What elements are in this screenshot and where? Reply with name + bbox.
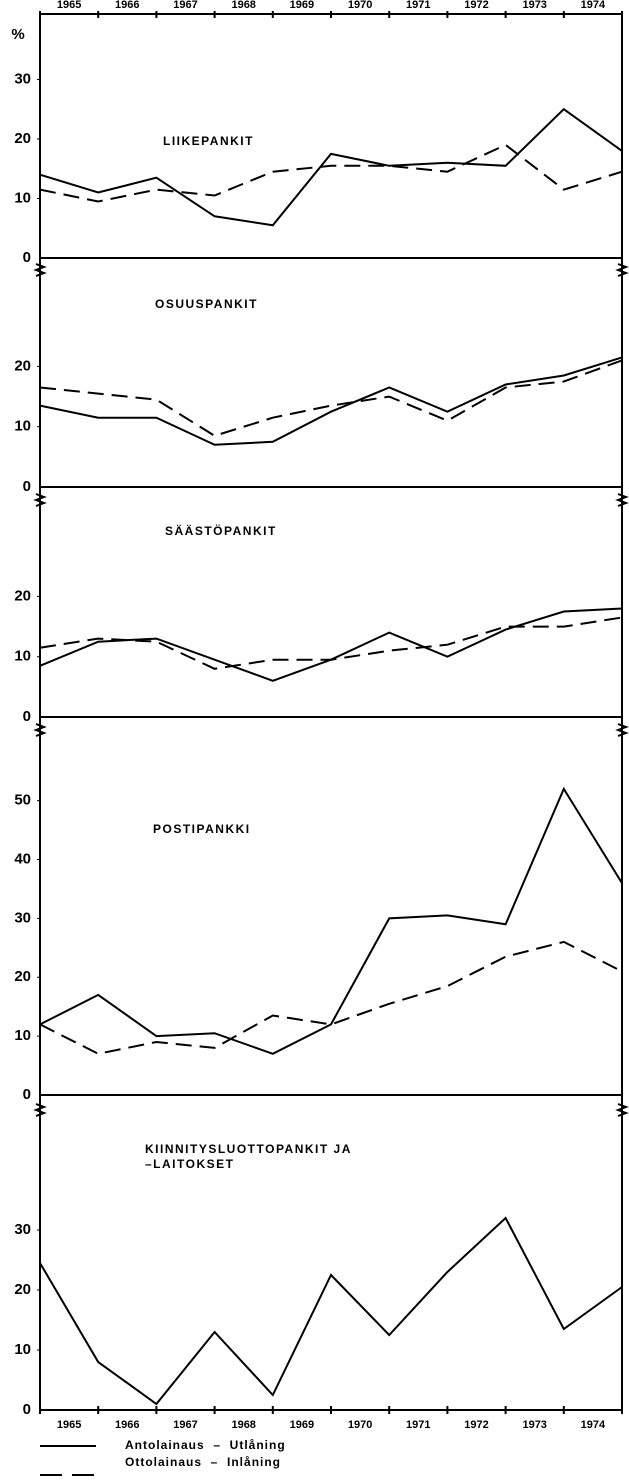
y-tick-label: 0 xyxy=(23,478,31,495)
year-label: 1971 xyxy=(406,1419,430,1431)
y-tick-label: 30 xyxy=(14,909,31,926)
y-tick-label: 20 xyxy=(14,357,31,374)
y-tick-label: 10 xyxy=(14,189,31,206)
y-tick-label: 10 xyxy=(14,1027,31,1044)
year-label: 1970 xyxy=(348,0,372,11)
year-label: 1965 xyxy=(57,1419,81,1431)
panel-title: POSTIPANKKI xyxy=(153,822,251,836)
line-series xyxy=(39,1216,623,1406)
year-label: 1973 xyxy=(522,0,546,11)
legend-label: Ottolainaus – Inlåning xyxy=(125,1455,281,1469)
line-series xyxy=(39,940,623,1055)
panel-title: KIINNITYSLUOTTOPANKIT JA xyxy=(145,1142,352,1156)
year-label: 1969 xyxy=(290,1419,314,1431)
y-tick-label: 20 xyxy=(14,1281,31,1298)
year-label: 1973 xyxy=(522,1419,546,1431)
y-tick-label: 0 xyxy=(23,1401,31,1418)
axis-break xyxy=(615,493,629,507)
y-unit-label: % xyxy=(11,26,24,43)
line-series xyxy=(39,356,623,446)
line-series xyxy=(39,616,623,670)
year-label: 1971 xyxy=(406,0,430,11)
y-tick-label: 20 xyxy=(14,130,31,147)
axis-break xyxy=(615,263,629,277)
y-tick-label: 30 xyxy=(14,70,31,87)
axis-break xyxy=(615,723,629,737)
year-label: 1970 xyxy=(348,1419,372,1431)
year-label: 1969 xyxy=(290,0,314,11)
line-series xyxy=(39,359,623,437)
year-label: 1972 xyxy=(464,1419,488,1431)
year-label: 1968 xyxy=(231,1419,255,1431)
y-tick-label: 10 xyxy=(14,648,31,665)
panel-title: –LAITOKSET xyxy=(145,1157,234,1171)
year-label: 1972 xyxy=(464,0,488,11)
year-label: 1966 xyxy=(115,0,139,11)
axis-break xyxy=(33,263,47,277)
year-label: 1968 xyxy=(231,0,255,11)
year-label: 1967 xyxy=(173,0,197,11)
legend-label: Antolainaus – Utlåning xyxy=(125,1438,286,1452)
axis-break xyxy=(33,723,47,737)
line-series xyxy=(39,107,623,227)
year-label: 1974 xyxy=(581,1419,606,1431)
axis-break xyxy=(33,1103,47,1117)
y-tick-label: 50 xyxy=(14,792,31,809)
axis-break xyxy=(615,1103,629,1117)
panel-title: LIIKEPANKIT xyxy=(163,134,254,148)
year-label: 1974 xyxy=(581,0,606,11)
y-tick-label: 0 xyxy=(23,1086,31,1103)
year-label: 1967 xyxy=(173,1419,197,1431)
y-tick-label: 20 xyxy=(14,968,31,985)
y-tick-label: 10 xyxy=(14,418,31,435)
axis-break xyxy=(33,493,47,507)
year-label: 1965 xyxy=(57,0,81,11)
panel-title: OSUUSPANKIT xyxy=(155,297,258,311)
y-tick-label: 0 xyxy=(23,708,31,725)
line-series xyxy=(39,143,623,203)
y-tick-label: 30 xyxy=(14,1221,31,1238)
y-tick-label: 0 xyxy=(23,249,31,266)
y-tick-label: 40 xyxy=(14,850,31,867)
line-series xyxy=(39,786,623,1055)
year-label: 1966 xyxy=(115,1419,139,1431)
line-series xyxy=(39,607,623,682)
y-tick-label: 20 xyxy=(14,587,31,604)
y-tick-label: 10 xyxy=(14,1341,31,1358)
panel-title: SÄÄSTÖPANKIT xyxy=(165,523,277,538)
